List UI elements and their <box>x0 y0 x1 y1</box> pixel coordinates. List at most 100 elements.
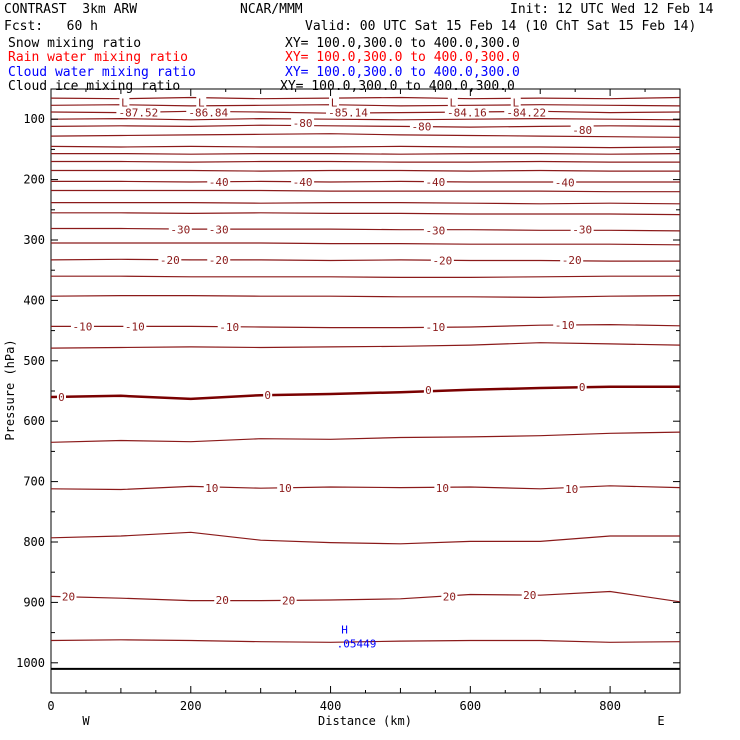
low-marker-bg <box>196 95 207 108</box>
contour-label: -10 <box>73 320 93 333</box>
contour-label-bg <box>116 106 161 118</box>
init-time: Init: 12 UTC Wed 12 Feb 14 <box>510 2 714 17</box>
contour-label: 10 <box>565 483 578 496</box>
contour-line <box>50 485 681 491</box>
contour-label-bg <box>570 124 594 136</box>
low-marker: L <box>331 96 338 109</box>
contour-group <box>50 96 681 670</box>
legend-snow-xy: XY= 100.0,300.0 to 400.0,300.0 <box>285 36 520 51</box>
contour-line <box>50 96 681 100</box>
contour-label-bg <box>123 320 147 332</box>
contour-label-bg <box>70 320 94 332</box>
legend-cloud-water-xy: XY= 100.0,300.0 to 400.0,300.0 <box>285 65 520 80</box>
contour-label-bg <box>203 482 220 494</box>
contour-label-bg <box>168 223 192 235</box>
cloud-water-max-marker: H <box>341 624 348 637</box>
contour-label-bg <box>217 320 241 332</box>
contour-line <box>50 258 680 262</box>
contour-label: -30 <box>170 224 190 237</box>
contour-label-bg <box>423 224 447 236</box>
contour-label-bg <box>291 176 315 188</box>
legend-cloud-water-name: Cloud water mixing ratio <box>8 65 196 80</box>
y-tick-label: 800 <box>23 535 45 549</box>
y-tick-label: 700 <box>23 475 45 489</box>
contour-label-bg <box>158 253 182 265</box>
contour-label: -84.22 <box>506 107 546 120</box>
contour-label-bg <box>577 380 587 392</box>
contour-label: -84.16 <box>447 107 487 120</box>
contour-line <box>51 180 680 183</box>
y-tick-label: 1000 <box>16 656 45 670</box>
contour-label: -10 <box>125 320 145 333</box>
contour-label: 20 <box>282 595 295 608</box>
contour-line <box>50 145 681 149</box>
contour-label-bg <box>560 253 584 265</box>
contour-label: -40 <box>425 176 445 189</box>
contour-line <box>50 590 681 603</box>
contour-line <box>51 169 680 172</box>
contour-line <box>51 212 681 216</box>
y-tick-label: 500 <box>23 354 45 368</box>
contour-label-bg <box>326 106 371 118</box>
contour-label-bg <box>423 383 433 395</box>
contour-line <box>51 242 681 246</box>
contour-label: -30 <box>572 224 592 237</box>
contour-label-bg <box>214 593 231 605</box>
contour-label: 0 <box>58 391 65 404</box>
contour-label: 10 <box>279 482 292 495</box>
contour-label-bg <box>434 482 451 494</box>
y-tick-label: 200 <box>23 173 45 187</box>
low-marker-bg <box>329 95 340 108</box>
x-tick-label: 0 <box>47 699 54 713</box>
contour-label-bg <box>570 223 594 235</box>
contour-label: -20 <box>562 254 582 267</box>
center-title: NCAR/MMM <box>240 2 303 17</box>
contour-label-bg <box>563 482 580 494</box>
contour-label-bg <box>423 176 447 188</box>
contour-label-bg <box>207 176 231 188</box>
contour-label: -80 <box>572 124 592 137</box>
contour-label-bg <box>280 594 297 606</box>
contour-label-bg <box>423 320 447 332</box>
y-tick-label: 300 <box>23 233 45 247</box>
contour-line <box>50 295 681 299</box>
contour-label: -40 <box>293 176 313 189</box>
contour-label: -80 <box>411 120 431 133</box>
contour-label: 0 <box>425 384 432 397</box>
contour-line <box>51 153 681 155</box>
contour-label: 20 <box>216 594 229 607</box>
low-marker: L <box>512 96 519 109</box>
contour-label-bg <box>186 106 231 118</box>
y-axis-label: Pressure (hPa) <box>3 339 17 440</box>
contour-label: -20 <box>160 254 180 267</box>
contour-label: -20 <box>432 255 452 268</box>
west-label: W <box>82 714 90 728</box>
contour-label: -30 <box>209 224 229 237</box>
contour-label: -10 <box>219 321 239 334</box>
low-marker: L <box>121 96 128 109</box>
contour-line <box>50 104 681 107</box>
model-title: CONTRAST 3km ARW <box>4 2 138 17</box>
legend-rain-xy: XY= 100.0,300.0 to 400.0,300.0 <box>285 50 520 65</box>
y-tick-label: 600 <box>23 414 45 428</box>
contour-label-bg <box>441 590 458 602</box>
forecast-hour: Fcst: 60 h <box>4 19 98 34</box>
contour-line <box>51 189 680 193</box>
x-axis-label: Distance (km) <box>318 714 412 728</box>
low-marker-bg <box>447 95 458 108</box>
x-tick-label: 600 <box>459 699 481 713</box>
y-tick-label: 100 <box>23 112 45 126</box>
contour-line <box>50 531 680 545</box>
legend-rain-name: Rain water mixing ratio <box>8 50 189 65</box>
contour-label: -30 <box>425 224 445 237</box>
contour-line <box>51 202 681 205</box>
contour-line <box>50 342 681 349</box>
contour-label: -40 <box>555 177 575 190</box>
y-tick-label: 900 <box>23 595 45 609</box>
east-label: E <box>657 714 664 728</box>
contour-line <box>51 275 680 278</box>
low-marker-bg <box>119 95 130 108</box>
contour-line <box>50 639 681 643</box>
